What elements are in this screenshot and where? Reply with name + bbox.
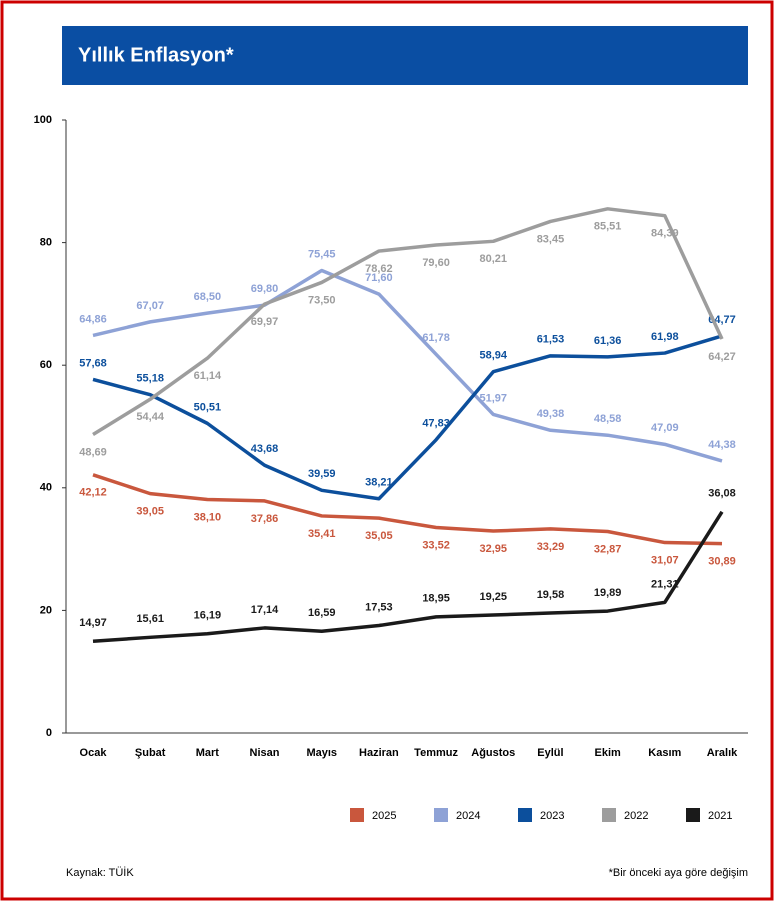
value-label: 75,45 xyxy=(308,248,336,260)
title-bar xyxy=(62,26,748,85)
value-label: 37,86 xyxy=(251,513,279,525)
value-label: 32,87 xyxy=(594,543,622,555)
y-tick-label: 20 xyxy=(40,604,52,616)
x-tick-label: Aralık xyxy=(707,747,738,759)
value-label: 51,97 xyxy=(480,392,508,404)
value-label: 73,50 xyxy=(308,294,336,306)
value-label: 39,59 xyxy=(308,468,336,480)
value-label: 54,44 xyxy=(136,411,164,423)
y-tick-label: 80 xyxy=(40,237,52,249)
value-label: 61,78 xyxy=(422,332,450,344)
value-label: 58,94 xyxy=(480,350,508,362)
legend-swatch xyxy=(518,808,532,822)
value-label: 83,45 xyxy=(537,233,565,245)
x-tick-label: Mayıs xyxy=(306,747,337,759)
value-label: 61,53 xyxy=(537,334,565,346)
value-label: 80,21 xyxy=(480,253,508,265)
line xyxy=(92,207,724,437)
value-label: 35,05 xyxy=(365,530,393,542)
line xyxy=(92,334,723,501)
x-tick-label: Temmuz xyxy=(414,747,458,759)
value-label: 47,09 xyxy=(651,422,679,434)
chart-title: Yıllık Enflasyon* xyxy=(78,44,234,66)
value-label: 68,50 xyxy=(194,291,222,303)
value-label: 48,69 xyxy=(79,446,107,458)
value-label: 78,62 xyxy=(365,263,393,275)
legend-swatch xyxy=(350,808,364,822)
value-label: 19,58 xyxy=(537,589,565,601)
value-label: 61,98 xyxy=(651,331,679,343)
value-label: 71,60 xyxy=(365,272,393,284)
value-label: 35,41 xyxy=(308,528,336,540)
value-label: 14,97 xyxy=(79,617,107,629)
value-label: 69,80 xyxy=(251,283,279,295)
value-label: 16,59 xyxy=(308,607,336,619)
x-tick-label: Nisan xyxy=(250,747,280,759)
value-label: 21,31 xyxy=(651,578,679,590)
x-tick-label: Eylül xyxy=(537,747,563,759)
value-label: 16,19 xyxy=(194,610,222,622)
value-label: 38,21 xyxy=(365,477,393,489)
value-label: 69,97 xyxy=(251,316,279,328)
value-label: 18,95 xyxy=(422,593,450,605)
legend-swatch xyxy=(602,808,616,822)
legend-swatch xyxy=(686,808,700,822)
value-label: 55,18 xyxy=(136,373,164,385)
line xyxy=(92,510,724,643)
legend-label: 2022 xyxy=(624,810,648,822)
value-label: 67,07 xyxy=(136,300,164,312)
value-label: 17,53 xyxy=(365,601,393,613)
footnote: *Bir önceki aya göre değişim xyxy=(609,867,748,879)
legend-label: 2023 xyxy=(540,810,564,822)
y-tick-label: 100 xyxy=(34,114,52,126)
x-tick-label: Ekim xyxy=(594,747,621,759)
value-label: 64,27 xyxy=(708,351,736,363)
value-label: 49,38 xyxy=(537,408,565,420)
value-label: 84,39 xyxy=(651,228,679,240)
value-label: 44,38 xyxy=(708,439,736,451)
value-label: 85,51 xyxy=(594,221,622,233)
x-tick-label: Ocak xyxy=(80,747,108,759)
value-label: 17,14 xyxy=(251,604,279,616)
value-label: 64,86 xyxy=(79,313,107,325)
value-label: 33,52 xyxy=(422,539,450,551)
value-label: 42,12 xyxy=(79,487,107,499)
value-label: 50,51 xyxy=(194,401,222,413)
line xyxy=(92,473,723,546)
value-label: 38,10 xyxy=(194,511,222,523)
x-tick-label: Şubat xyxy=(135,747,166,759)
legend-label: 2024 xyxy=(456,810,480,822)
value-label: 43,68 xyxy=(251,443,279,455)
x-tick-label: Mart xyxy=(196,747,220,759)
value-label: 57,68 xyxy=(79,357,107,369)
value-label: 33,29 xyxy=(537,541,565,553)
x-tick-label: Kasım xyxy=(648,747,681,759)
value-label: 48,58 xyxy=(594,413,622,425)
value-label: 79,60 xyxy=(422,257,450,269)
line xyxy=(92,268,723,463)
value-label: 32,95 xyxy=(480,543,508,555)
y-tick-label: 0 xyxy=(46,727,52,739)
legend-swatch xyxy=(434,808,448,822)
legend-label: 2025 xyxy=(372,810,396,822)
x-tick-label: Ağustos xyxy=(471,747,515,759)
value-label: 15,61 xyxy=(136,613,164,625)
value-label: 31,07 xyxy=(651,554,679,566)
value-label: 19,89 xyxy=(594,587,622,599)
source: Kaynak: TÜİK xyxy=(66,866,134,879)
value-label: 61,36 xyxy=(594,335,622,347)
y-tick-label: 40 xyxy=(40,482,52,494)
x-tick-label: Haziran xyxy=(359,747,399,759)
y-tick-label: 60 xyxy=(40,359,52,371)
value-label: 61,14 xyxy=(194,370,222,382)
value-label: 47,83 xyxy=(422,418,450,430)
value-label: 36,08 xyxy=(708,488,736,500)
legend-label: 2021 xyxy=(708,810,732,822)
value-label: 39,05 xyxy=(136,506,164,518)
value-label: 19,25 xyxy=(480,591,508,603)
value-label: 30,89 xyxy=(708,556,736,568)
